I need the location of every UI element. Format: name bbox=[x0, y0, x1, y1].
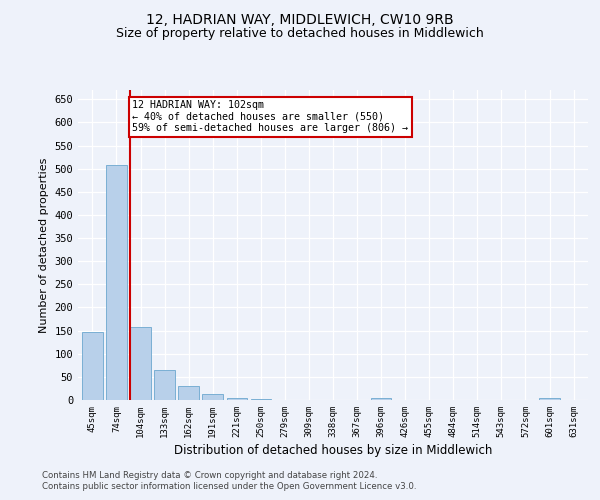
Bar bbox=[178, 386, 199, 400]
Bar bbox=[82, 332, 103, 400]
Bar bbox=[154, 370, 175, 400]
Text: 12, HADRIAN WAY, MIDDLEWICH, CW10 9RB: 12, HADRIAN WAY, MIDDLEWICH, CW10 9RB bbox=[146, 12, 454, 26]
Bar bbox=[202, 394, 223, 400]
Bar bbox=[251, 398, 271, 400]
Bar bbox=[227, 398, 247, 400]
Bar bbox=[130, 327, 151, 400]
Text: Size of property relative to detached houses in Middlewich: Size of property relative to detached ho… bbox=[116, 28, 484, 40]
Bar bbox=[539, 398, 560, 400]
Text: 12 HADRIAN WAY: 102sqm
← 40% of detached houses are smaller (550)
59% of semi-de: 12 HADRIAN WAY: 102sqm ← 40% of detached… bbox=[132, 100, 408, 134]
Text: Contains public sector information licensed under the Open Government Licence v3: Contains public sector information licen… bbox=[42, 482, 416, 491]
Bar bbox=[371, 398, 391, 400]
Text: Contains HM Land Registry data © Crown copyright and database right 2024.: Contains HM Land Registry data © Crown c… bbox=[42, 471, 377, 480]
Y-axis label: Number of detached properties: Number of detached properties bbox=[39, 158, 49, 332]
X-axis label: Distribution of detached houses by size in Middlewich: Distribution of detached houses by size … bbox=[174, 444, 492, 457]
Bar bbox=[106, 166, 127, 400]
